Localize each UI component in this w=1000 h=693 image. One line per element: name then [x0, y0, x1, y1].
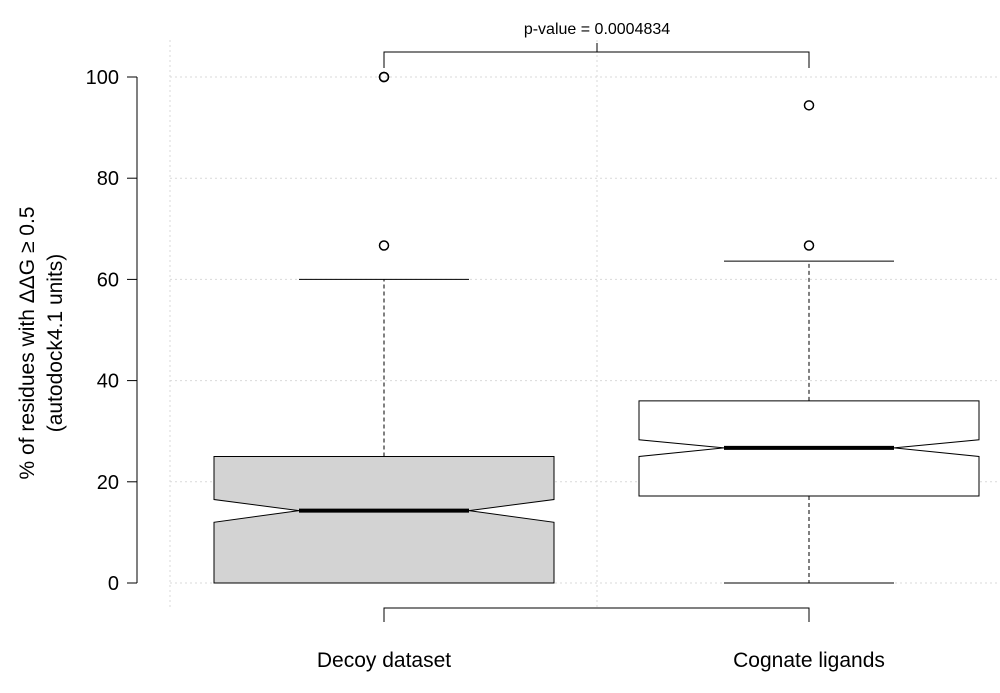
y-axis: 0 20 40 60 80 100: [86, 67, 138, 595]
y-axis-label-line-1: % of residues with ΔΔG ≥ 0.5: [16, 206, 39, 479]
bracket-bottom: [383, 607, 810, 622]
p-value-annotation: p-value = 0.0004834: [524, 21, 670, 38]
y-tick-label-60: 60: [97, 269, 119, 291]
significance-bracket: [383, 43, 810, 622]
outlier-0-0: [378, 240, 390, 251]
outlier-0-2: [378, 71, 390, 83]
boxes-layer: [213, 71, 980, 584]
box-body-0: [213, 456, 555, 584]
y-tick-label-100: 100: [86, 67, 119, 89]
box-0: [213, 71, 555, 584]
y-tick-label-80: 80: [97, 168, 119, 190]
outlier-1-1: [803, 100, 815, 111]
category-label-decoy: Decoy dataset: [317, 649, 451, 672]
y-tick-label-40: 40: [97, 371, 119, 393]
box-1: [638, 100, 980, 584]
category-label-cognate: Cognate ligands: [733, 649, 885, 672]
labels-layer: % of residues with ΔΔG ≥ 0.5 (autodock4.…: [16, 21, 885, 672]
y-tick-label-20: 20: [97, 472, 119, 494]
outlier-1-0: [803, 240, 815, 251]
y-axis-label-line-2: (autodock4.1 units): [44, 254, 67, 433]
y-tick-label-0: 0: [108, 573, 119, 595]
